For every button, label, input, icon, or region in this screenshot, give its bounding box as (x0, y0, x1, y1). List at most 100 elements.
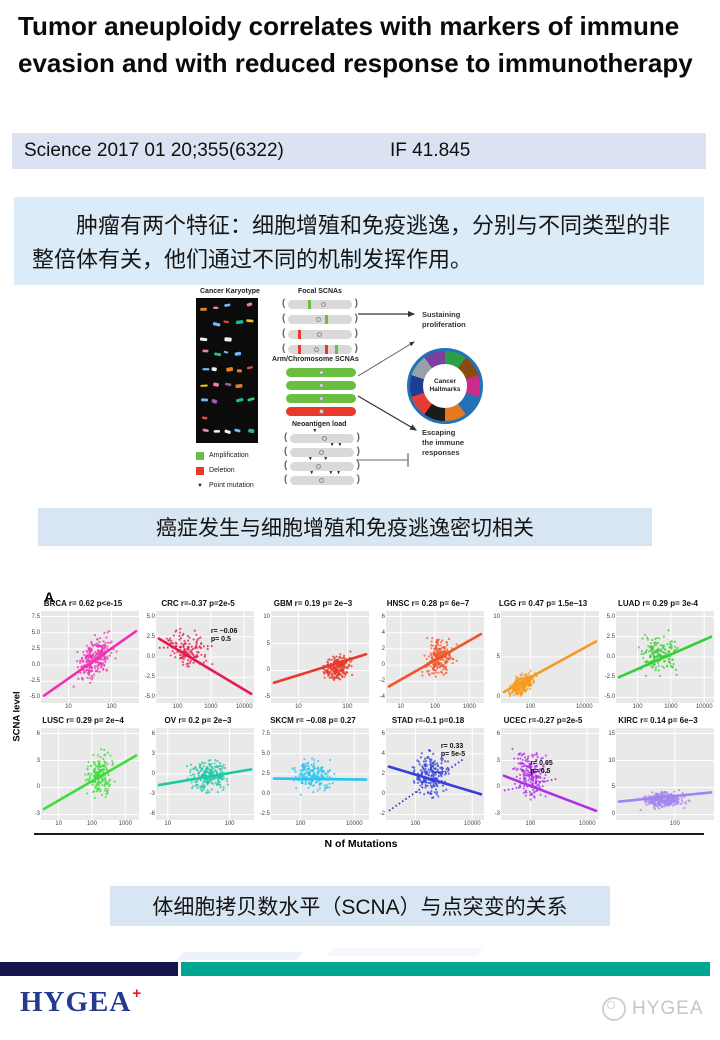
diagram-legend: Amplification Deletion ▼ Point mutation (196, 448, 254, 493)
trend-line (272, 777, 368, 781)
caption-bottom-text: 体细胞拷贝数水平（SCNA）与点突变的关系 (152, 896, 568, 919)
x-tick-labels: 10 100 1000 (55, 821, 132, 827)
panel-title: CRC r=-0.37 p=2e-5 (161, 599, 235, 608)
x-tick-labels: 100 1000 10000 (172, 704, 253, 710)
page-title: Tumor aneuploidy correlates with markers… (18, 11, 693, 78)
trend-line (502, 640, 598, 694)
chromosome-capsule (286, 381, 356, 390)
secondary-trend-line (503, 777, 559, 792)
footer-streak (177, 952, 303, 960)
cancer-hallmarks-label: Cancer Hallmarks (423, 364, 467, 408)
x-axis-line (34, 833, 704, 835)
chromosome-capsule: ▼ ▼ ▼() (284, 470, 360, 485)
point-mutation-icon: ▼ (337, 442, 343, 448)
panel-annotation: p= 5e-5 (441, 751, 465, 758)
scatter-plot (616, 611, 714, 703)
scatter-plot: r= −0.06p= 0.5 (156, 611, 254, 703)
x-tick-labels: 10 100 1000 (397, 704, 476, 710)
chromosome-capsule: () (282, 343, 358, 354)
y-tick-labels: 6 4 2 0 -2 (379, 730, 385, 818)
scatter-panel-ov: OV r= 0.2 p= 2e−3 6 3 0 -3 -6 10 100 (141, 716, 255, 831)
neoantigen-label: Neoantigen load (292, 421, 347, 428)
panel-title: HNSC r= 0.28 p= 6e−7 (386, 599, 470, 608)
arm-scna-label: Arm/Chromosome SCNAs (272, 356, 359, 363)
x-tick-labels: 100 1000 10000 (632, 704, 713, 710)
chromosome-capsule: ▼ ▼() (284, 456, 360, 471)
watermark-globe-icon (602, 997, 626, 1021)
scatter-panel-lgg: LGG r= 0.47 p= 1.5e−13 10 5 0 100 10000 (486, 599, 600, 714)
scatter-panel-luad: LUAD r= 0.29 p= 3e-4 5.0 2.5 0.0 -2.5 -5.0 100… (601, 599, 715, 714)
point-mutation-icon: ▼ (328, 470, 334, 476)
amplification-swatch (196, 451, 204, 460)
scatter-panel-ucec: UCEC r=-0.27 p=2e-5 6 3 0 -3 r= 0.05 p= 0.5 100… (486, 716, 600, 831)
panel-title: SKCM r= −0.08 p= 0.27 (270, 716, 356, 725)
scatter-plot: r= 0.33p= 5e-5 (386, 728, 484, 820)
trend-line (387, 632, 483, 688)
scatter-panel-stad: STAD r=-0.1 p=0.18 6 4 2 0 -2 r= 0.33 p= 5e-5 10… (371, 716, 485, 831)
scatter-panel-kirc: KIRC r= 0.14 p= 6e−3 15 10 5 0 100 (601, 716, 715, 831)
scatter-plot (616, 728, 714, 820)
point-mutation-icon: ▼ (197, 482, 203, 489)
scatter-panel-crc: CRC r=-0.37 p=2e-5 5.0 2.5 0.0 -2.5 -5.0 r= −0… (141, 599, 255, 714)
panel-annotation: p= 0.5 (211, 636, 231, 643)
summary-box: 肿瘤有两个特征：细胞增殖和免疫逃逸，分别与不同类型的非整倍体有关，他们通过不同的… (14, 197, 704, 285)
legend-amplification: Amplification (196, 448, 254, 463)
chromosome-capsule: ▼() (284, 428, 360, 443)
trend-line (157, 768, 253, 787)
caption-mid-text: 癌症发生与细胞增殖和免疫逃逸密切相关 (156, 517, 534, 540)
point-mutation-icon: ▼ (312, 428, 318, 434)
mechanism-diagram: Cancer Karyotype Focal SCNAs () () () () Ar… (100, 288, 620, 500)
y-tick-labels: 6 3 0 -3 -6 (149, 730, 155, 818)
y-tick-labels: 6 3 0 -3 (494, 730, 500, 818)
panel-title: STAD r=-0.1 p=0.18 (391, 716, 465, 725)
panel-title: LUAD r= 0.29 p= 3e-4 (617, 599, 699, 608)
trend-line (617, 791, 713, 803)
scatter-plot (41, 728, 139, 820)
x-tick-labels: 100 10000 (525, 704, 593, 710)
scatter-plot (386, 611, 484, 703)
y-tick-labels: 6 4 2 0 -2 -4 (379, 613, 385, 701)
sustaining-proliferation-text: Sustaining proliferation (422, 310, 466, 329)
y-tick-labels: 7.5 5.0 2.5 0.0 -2.5 -5.0 (29, 613, 40, 701)
point-mutation-icon: ▼ (336, 470, 342, 476)
y-tick-labels: 10 5 0 (493, 613, 500, 701)
scatter-plot: r= 0.05p= 0.5 (501, 728, 599, 820)
scatter-plot (156, 728, 254, 820)
legend-deletion: Deletion (196, 463, 254, 478)
trend-line (502, 774, 598, 813)
panel-annotation: p= 0.5 (530, 768, 550, 775)
impact-factor: IF 41.845 (390, 140, 471, 161)
caption-bottom-bar: 体细胞拷贝数水平（SCNA）与点突变的关系 (110, 886, 610, 926)
scatter-plot (501, 611, 599, 703)
arrow-arm-to-hallmarks (357, 341, 415, 377)
panel-title: UCEC r=-0.27 p=2e-5 (503, 716, 583, 725)
point-mutation-icon: ▼ (329, 442, 335, 448)
legend-point-mutation: ▼ Point mutation (197, 482, 254, 489)
citation-bar: Science 2017 01 20;355(6322) IF 41.845 (12, 133, 706, 169)
x-tick-labels: 100 10000 (525, 821, 596, 827)
citation-journal: Science 2017 01 20;355(6322) (24, 140, 284, 161)
y-tick-labels: 5.0 2.5 0.0 -2.5 -5.0 (604, 613, 615, 701)
summary-text: 肿瘤有两个特征：细胞增殖和免疫逃逸，分别与不同类型的非整倍体有关，他们通过不同的… (32, 213, 671, 273)
focal-scna-label: Focal SCNAs (298, 288, 342, 295)
panel-title: LGG r= 0.47 p= 1.5e−13 (498, 599, 588, 608)
trend-line (42, 754, 138, 811)
secondary-trend-line (388, 757, 465, 812)
x-tick-labels: 10 100 (295, 704, 353, 710)
x-tick-labels: 10 100 (164, 821, 235, 827)
trend-line (272, 652, 368, 685)
chromosome-capsule (286, 394, 356, 403)
panel-letter: A (44, 589, 55, 605)
scatter-panel-hnsc: HNSC r= 0.28 p= 6e−7 6 4 2 0 -2 -4 10 100 1000 (371, 599, 485, 714)
footer-teal-bar (181, 962, 710, 976)
karyotype-image (196, 298, 258, 443)
panel-title: OV r= 0.2 p= 2e−3 (164, 716, 232, 725)
karyotype-label: Cancer Karyotype (200, 288, 260, 295)
x-tick-labels: 10 100 (65, 704, 117, 710)
x-tick-labels: 100 (669, 821, 680, 827)
y-tick-labels: 5.0 2.5 0.0 -2.5 -5.0 (144, 613, 155, 701)
watermark: HYGEA (602, 997, 704, 1021)
escaping-immune-text: Escaping the immune responses (422, 428, 465, 457)
x-tick-labels: 100 10000 (410, 821, 481, 827)
footer-navy-bar (0, 962, 178, 976)
